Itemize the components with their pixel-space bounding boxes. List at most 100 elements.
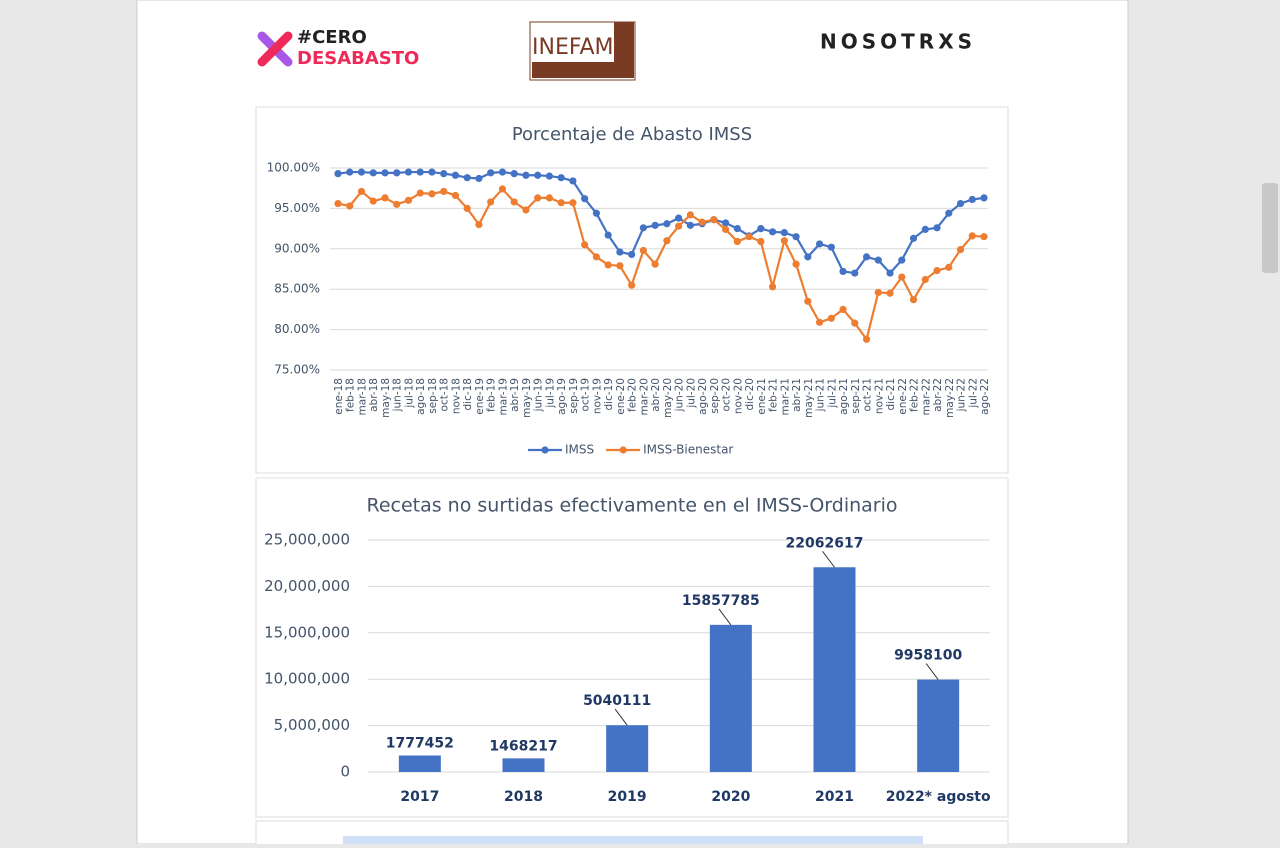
x-tick-label: oct-21 bbox=[862, 378, 874, 411]
bar bbox=[813, 567, 856, 772]
point bbox=[780, 237, 788, 245]
x-tick-label: nov-20 bbox=[732, 378, 744, 414]
point bbox=[369, 169, 377, 177]
x-tick-label: dic-20 bbox=[744, 378, 756, 411]
y-tick-label: 10,000,000 bbox=[264, 670, 350, 688]
x-tick-label: sep-19 bbox=[568, 378, 580, 414]
point bbox=[346, 202, 354, 210]
point bbox=[534, 194, 542, 202]
point bbox=[933, 267, 941, 275]
x-tick-label: 2022* agosto bbox=[886, 789, 991, 805]
x-tick-label: jun-21 bbox=[815, 378, 827, 412]
point bbox=[463, 174, 471, 182]
point bbox=[498, 168, 507, 176]
point bbox=[827, 243, 835, 251]
x-tick-label: ago-19 bbox=[556, 378, 568, 415]
bar bbox=[398, 755, 441, 772]
point bbox=[510, 198, 518, 206]
point bbox=[357, 187, 366, 196]
logo-text: NOSOTRXS bbox=[820, 30, 976, 54]
point bbox=[334, 199, 342, 208]
point bbox=[956, 199, 965, 208]
point bbox=[393, 169, 401, 177]
leader-line bbox=[614, 708, 628, 726]
x-tick-label: oct-19 bbox=[580, 378, 592, 411]
x-tick-label: jul-20 bbox=[685, 378, 697, 409]
legend-label: IMSS-Bienestar bbox=[643, 443, 733, 457]
logo-cerodesabasto: #CERO DESABASTO bbox=[257, 27, 419, 69]
point bbox=[722, 219, 730, 227]
point bbox=[522, 206, 530, 214]
x-tick-label: feb-18 bbox=[345, 378, 357, 412]
point bbox=[722, 225, 730, 234]
point bbox=[663, 220, 671, 228]
data-label: 1468217 bbox=[489, 738, 557, 754]
chart-title: Porcentaje de Abasto IMSS bbox=[512, 124, 752, 145]
leader-line bbox=[718, 608, 732, 626]
legend-swatch bbox=[619, 446, 627, 454]
point bbox=[381, 194, 389, 202]
point bbox=[557, 174, 565, 182]
x-tick-label: ene-20 bbox=[615, 378, 627, 415]
point bbox=[792, 260, 800, 268]
x-tick-label: jul-19 bbox=[544, 378, 556, 409]
point bbox=[675, 214, 683, 222]
point bbox=[569, 177, 577, 185]
point bbox=[827, 314, 835, 322]
x-tick-label: mar-22 bbox=[920, 378, 932, 415]
x-tick-label: dic-19 bbox=[603, 378, 615, 411]
point bbox=[839, 305, 847, 313]
point bbox=[945, 263, 953, 271]
data-label: 15857785 bbox=[682, 593, 760, 609]
point bbox=[498, 185, 507, 193]
x-tick-label: ene-19 bbox=[474, 378, 486, 415]
point bbox=[428, 168, 436, 176]
y-tick-label: 0 bbox=[340, 763, 350, 781]
x-tick-label: ago-22 bbox=[979, 378, 991, 415]
point bbox=[487, 169, 495, 177]
point bbox=[545, 172, 554, 180]
point bbox=[886, 289, 894, 297]
logo-text: INEFAM bbox=[532, 35, 614, 60]
point bbox=[557, 199, 565, 207]
y-tick-label: 95.00% bbox=[274, 201, 320, 215]
y-tick-label: 25,000,000 bbox=[264, 531, 350, 549]
point bbox=[686, 211, 694, 219]
point bbox=[592, 209, 601, 217]
x-tick-label: 2019 bbox=[608, 789, 647, 805]
point bbox=[545, 194, 554, 202]
point bbox=[898, 256, 906, 264]
x-tick-label: may-21 bbox=[803, 378, 815, 418]
point bbox=[404, 196, 413, 204]
point bbox=[839, 267, 847, 276]
scrollbar-thumb[interactable] bbox=[1262, 183, 1278, 273]
point bbox=[581, 241, 589, 249]
x-tick-label: ene-22 bbox=[897, 378, 909, 415]
x-tick-label: nov-18 bbox=[450, 378, 462, 414]
x-tick-label: ago-21 bbox=[838, 378, 850, 415]
bar bbox=[502, 758, 545, 772]
x-tick-label: 2017 bbox=[400, 789, 439, 805]
x-tick-label: feb-21 bbox=[768, 378, 780, 412]
point bbox=[745, 233, 753, 241]
point bbox=[604, 231, 612, 239]
point bbox=[569, 199, 577, 207]
point bbox=[804, 253, 812, 261]
x-tick-label: ene-21 bbox=[756, 378, 768, 415]
logo-text: DESABASTO bbox=[297, 48, 419, 69]
point bbox=[968, 195, 976, 204]
y-tick-label: 75.00% bbox=[274, 363, 320, 377]
x-tick-label: sep-20 bbox=[709, 378, 721, 414]
y-tick-label: 85.00% bbox=[274, 282, 320, 296]
x-tick-label: oct-18 bbox=[439, 378, 451, 411]
logo-text: #CERO bbox=[297, 27, 367, 48]
x-tick-label: abr-19 bbox=[509, 378, 521, 412]
x-tick-label: abr-18 bbox=[368, 378, 380, 412]
point bbox=[733, 225, 741, 233]
y-tick-label: 80.00% bbox=[274, 322, 320, 336]
point bbox=[851, 319, 859, 327]
point bbox=[357, 168, 366, 176]
x-tick-label: 2020 bbox=[711, 789, 750, 805]
y-tick-label: 90.00% bbox=[274, 241, 320, 255]
